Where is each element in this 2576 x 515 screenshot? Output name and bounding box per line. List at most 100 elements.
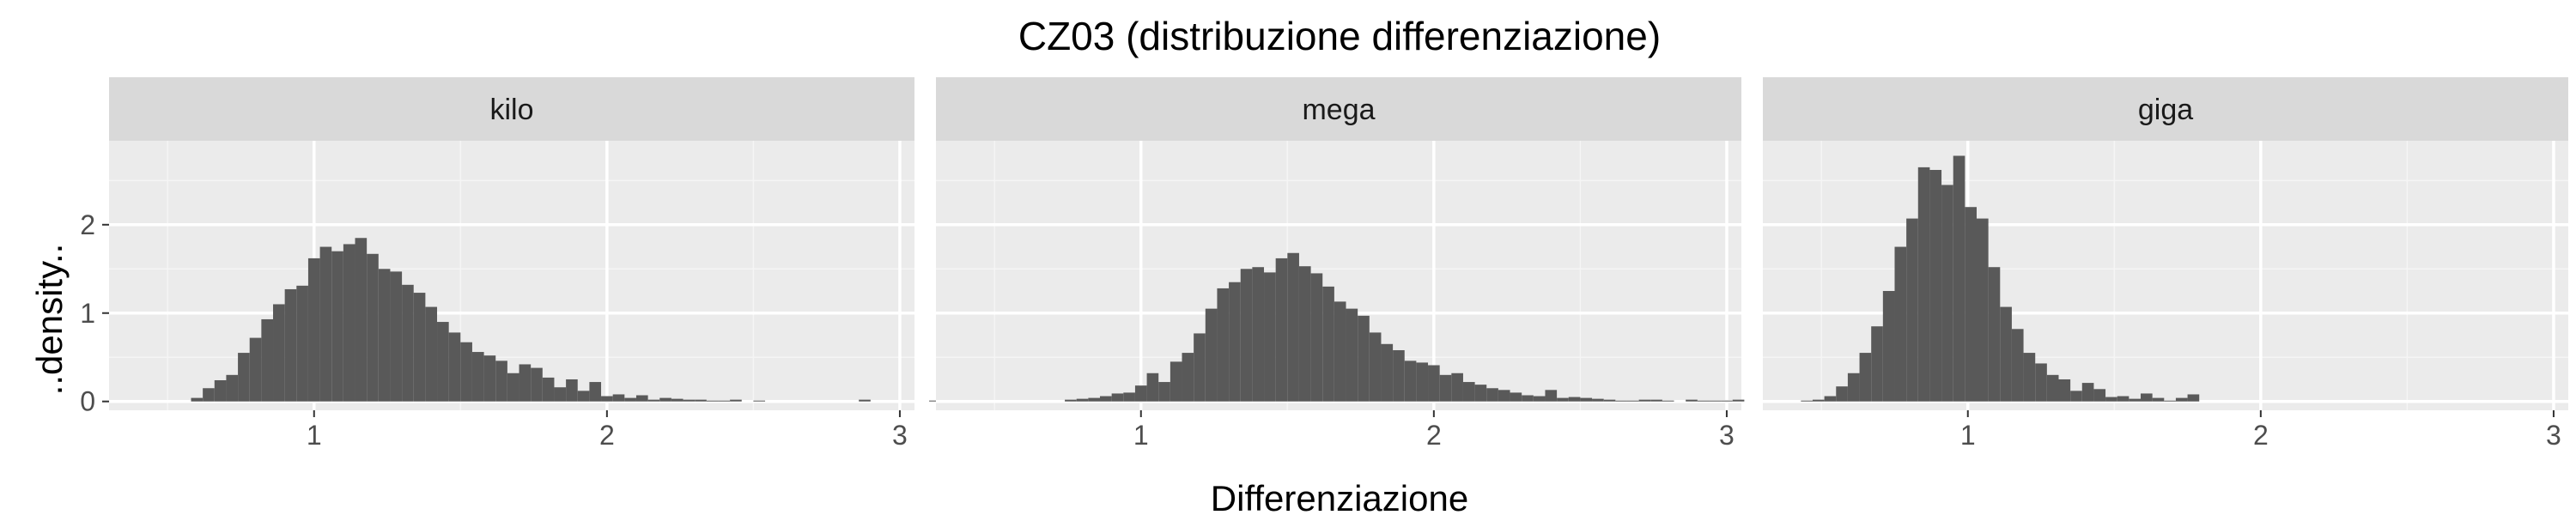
- histogram-bar: [706, 400, 719, 402]
- histogram-bar: [1146, 373, 1159, 402]
- histogram-bar: [542, 377, 555, 402]
- histogram-bar: [695, 399, 707, 402]
- histogram-bar: [1988, 267, 2001, 402]
- histogram-bar: [1812, 399, 1825, 402]
- histogram-bar: [1088, 397, 1101, 402]
- histogram-bar: [577, 391, 590, 402]
- x-tick-label: 1: [1960, 420, 1976, 451]
- histogram-bar: [296, 285, 308, 402]
- histogram-bar: [1298, 266, 1311, 402]
- histogram-bar: [1801, 400, 1813, 402]
- histogram-bar: [1486, 388, 1498, 402]
- histogram-bar: [624, 397, 636, 402]
- histogram-bar: [531, 367, 543, 402]
- histogram-bar: [647, 399, 660, 402]
- histogram-bar: [1065, 399, 1077, 402]
- histogram-bar: [1358, 315, 1370, 402]
- y-tick-label: 0: [80, 386, 95, 417]
- histogram-bar: [601, 396, 613, 402]
- y-axis-label: ..density..: [29, 244, 70, 396]
- histogram-bar: [1381, 343, 1394, 402]
- histogram-bar: [1346, 308, 1358, 402]
- histogram-bar: [1732, 399, 1745, 402]
- histogram-bar: [2105, 397, 2117, 402]
- histogram-bar: [1847, 373, 1860, 402]
- histogram-bar: [1976, 218, 1989, 402]
- histogram-bar: [2175, 397, 2188, 402]
- histogram-bar: [2141, 393, 2153, 402]
- histogram-bar: [566, 379, 578, 402]
- histogram-bar: [1871, 326, 1883, 402]
- histogram-bar: [343, 244, 355, 402]
- facet-panel-kilo: kilo 1 2 3 0 1 2: [80, 77, 1094, 451]
- facet-strip: [936, 77, 1741, 141]
- x-tick-label: 2: [1426, 420, 1442, 451]
- histogram-bar: [2035, 363, 2047, 402]
- histogram-bar: [249, 337, 262, 402]
- histogram-bar: [471, 352, 484, 402]
- histogram-bar: [437, 322, 449, 402]
- histogram-bar: [1439, 374, 1452, 402]
- histogram-bar: [378, 269, 391, 402]
- histogram-bar: [1474, 385, 1487, 402]
- histogram-bar: [2187, 394, 2200, 402]
- histogram-bar: [1369, 332, 1382, 402]
- histogram-bar: [1894, 246, 1907, 402]
- histogram-bar: [307, 258, 320, 402]
- histogram-bar: [1929, 169, 1942, 402]
- histogram-bar: [1217, 288, 1230, 402]
- histogram-bar: [2117, 396, 2129, 402]
- histogram-bar: [1158, 382, 1170, 402]
- x-tick-label: 2: [2253, 420, 2269, 451]
- histogram-bar: [2058, 379, 2071, 402]
- histogram-bar: [402, 284, 414, 402]
- histogram-bar: [1264, 272, 1276, 402]
- x-tick-label: 3: [2546, 420, 2561, 451]
- histogram-bar: [1638, 399, 1651, 402]
- histogram-bar: [1194, 333, 1206, 402]
- histogram-bar: [1123, 392, 1135, 402]
- histogram-bar: [612, 394, 625, 402]
- histogram-bar: [390, 271, 403, 402]
- histogram-bar: [1557, 397, 1569, 402]
- facet-panel-giga: giga 1 2 3: [1763, 77, 2568, 451]
- histogram-bar: [1859, 353, 1872, 402]
- histogram-bar: [191, 397, 204, 402]
- facet-strip-label: kilo: [489, 94, 533, 126]
- histogram-bar: [589, 382, 602, 402]
- histogram-bar: [1568, 397, 1581, 402]
- y-tick-label: 1: [80, 298, 95, 329]
- histogram-bar: [1182, 353, 1194, 402]
- histogram-bar: [1836, 386, 1848, 402]
- histogram-bar: [519, 364, 532, 402]
- histogram-bar: [238, 353, 250, 402]
- histogram-bar: [448, 332, 461, 402]
- histogram-bar: [1322, 286, 1334, 402]
- facet-panels: kilo 1 2 3 0 1 2 mega 1 2 3 giga 1 2 3: [80, 77, 2568, 451]
- histogram-bar: [929, 400, 941, 402]
- histogram-bar: [1941, 185, 1953, 402]
- x-axis-label: Differenziazione: [1211, 478, 1468, 515]
- histogram-bar: [1287, 252, 1299, 402]
- histogram-bar: [1310, 273, 1323, 402]
- chart-title: CZ03 (distribuzione differenziazione): [1018, 14, 1661, 58]
- histogram-bar: [1498, 390, 1510, 402]
- histogram-bar: [1451, 373, 1463, 402]
- histogram-bar: [1721, 400, 1733, 402]
- histogram-bar: [261, 318, 274, 402]
- histogram-bar: [331, 251, 343, 402]
- histogram-bar: [226, 374, 239, 402]
- histogram-bar: [1662, 400, 1674, 402]
- histogram-bar: [214, 379, 227, 402]
- histogram-bar: [1334, 301, 1346, 402]
- histogram-bar: [1965, 207, 1977, 402]
- histogram-bar: [1522, 395, 1534, 402]
- histogram-bar: [1592, 398, 1604, 402]
- x-tick-label: 3: [892, 420, 908, 451]
- histogram-bar: [1275, 258, 1288, 402]
- histogram-bar: [1953, 155, 1965, 402]
- histogram-bar: [1134, 385, 1147, 402]
- histogram-bar: [2164, 400, 2176, 402]
- histogram-bar: [425, 306, 438, 402]
- histogram-bar: [413, 293, 426, 402]
